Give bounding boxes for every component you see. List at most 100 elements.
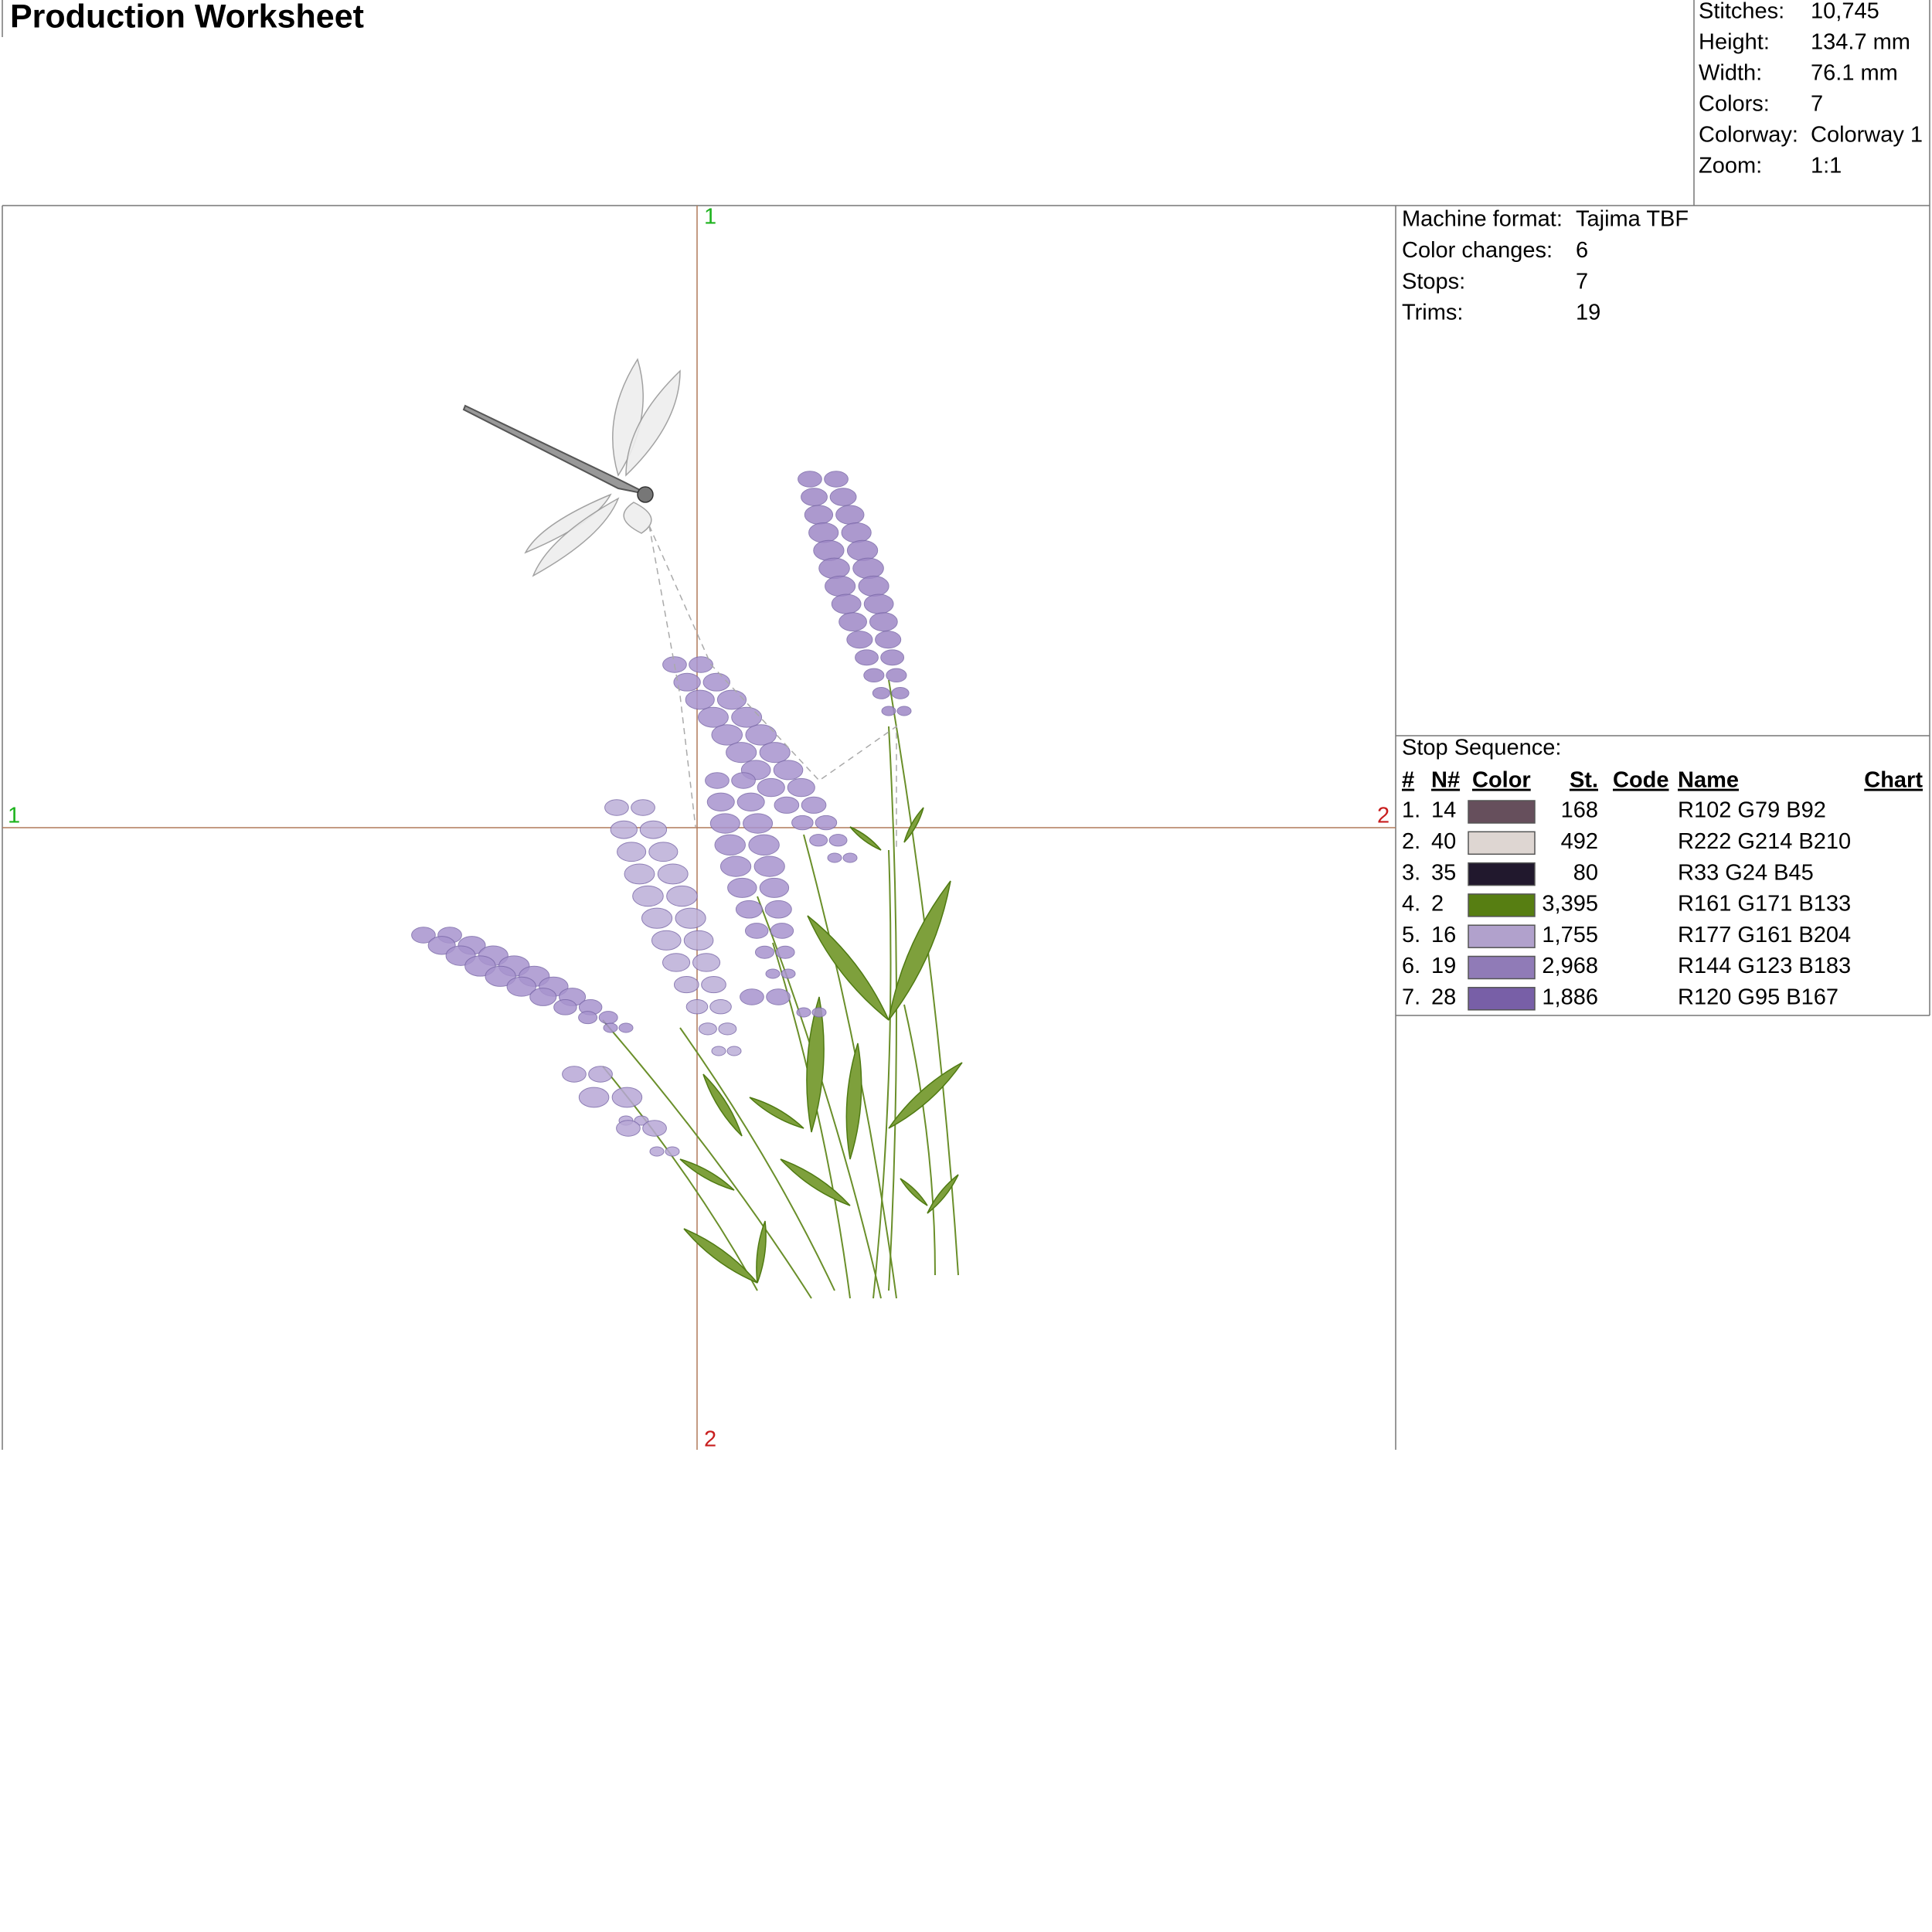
leaf [900, 1178, 928, 1206]
machine-value: 7 [1576, 269, 1588, 294]
bud [748, 834, 780, 855]
leaf [780, 1158, 851, 1206]
bud [759, 742, 791, 764]
bud [740, 988, 764, 1005]
bud [553, 999, 577, 1015]
bud [764, 900, 792, 919]
bud [685, 999, 709, 1015]
bud [811, 1007, 827, 1018]
summary-value: 1:1 [1811, 154, 1842, 179]
color-swatch [1468, 800, 1536, 824]
row-index: 5. [1402, 923, 1420, 947]
dragonfly-head [637, 486, 654, 503]
color-swatch [1468, 987, 1536, 1011]
embroidery-design [411, 358, 963, 1299]
bud [618, 1022, 634, 1033]
summary-label: Colors: [1699, 92, 1770, 117]
summary-label: Zoom: [1699, 154, 1762, 179]
bud [757, 777, 785, 798]
color-swatch [1468, 862, 1536, 886]
stitch-count: 2,968 [1542, 954, 1598, 978]
bud [666, 885, 698, 907]
bud [662, 953, 691, 972]
machine-label: Trims: [1402, 301, 1463, 325]
needle: 16 [1431, 923, 1456, 947]
bud [872, 687, 890, 699]
bud [588, 1066, 613, 1083]
bud [869, 612, 898, 632]
bud [745, 724, 777, 746]
bud [604, 799, 629, 816]
bud [829, 488, 857, 506]
bud [824, 471, 849, 488]
bud [506, 976, 536, 997]
stitch-count: 3,395 [1542, 892, 1598, 917]
axis-label: 1 [8, 804, 20, 828]
bud [641, 907, 673, 929]
bud [896, 706, 912, 716]
bud [562, 1066, 587, 1083]
bud [765, 968, 781, 979]
row-index: 4. [1402, 892, 1420, 917]
bud [891, 687, 910, 699]
leaf [806, 996, 825, 1133]
bud [815, 815, 838, 831]
stem [679, 1027, 835, 1291]
bud [651, 930, 682, 951]
stem [903, 1004, 936, 1276]
bud [709, 999, 732, 1015]
bud [773, 760, 804, 781]
bud [731, 772, 756, 789]
color-name: R161 G171 B133 [1678, 892, 1851, 917]
leaf [702, 1073, 743, 1137]
machine-value: Tajima TBF [1576, 207, 1689, 232]
color-name: R222 G214 B210 [1678, 829, 1851, 854]
leaf [849, 826, 882, 851]
bud [529, 988, 557, 1006]
bud [736, 792, 765, 811]
row-index: 2. [1402, 829, 1420, 854]
jump-stitch [648, 525, 897, 850]
leaf [903, 807, 924, 843]
machine-label: Machine format: [1402, 207, 1563, 232]
bud [804, 505, 834, 525]
bud [744, 923, 769, 939]
stitch-count: 1,886 [1542, 985, 1598, 1009]
bud [706, 792, 735, 811]
bud [881, 706, 896, 716]
leaf [756, 1220, 767, 1284]
bud [616, 1120, 641, 1137]
bud [791, 815, 814, 831]
bud [411, 927, 436, 944]
leaf [888, 1062, 963, 1129]
title: Production Worksheet [10, 0, 364, 35]
machine-label: Color changes: [1402, 238, 1553, 263]
bud [774, 796, 800, 814]
summary-label: Width: [1699, 61, 1762, 86]
color-swatch [1468, 924, 1536, 948]
bud [697, 706, 729, 728]
dragonfly-wing [625, 369, 681, 477]
bud [787, 777, 815, 798]
bud [634, 1115, 649, 1126]
bud [673, 976, 699, 994]
needle: 2 [1431, 892, 1444, 917]
bud [818, 557, 850, 580]
bud [631, 799, 655, 816]
bud [743, 813, 774, 834]
bud [809, 834, 828, 847]
color-name: R144 G123 B183 [1678, 954, 1851, 978]
bud [719, 855, 752, 877]
stem [888, 679, 959, 1276]
column-header: N# [1431, 768, 1460, 793]
bud [610, 820, 638, 839]
leaf [683, 1228, 758, 1284]
bud [855, 649, 879, 666]
bud [808, 522, 839, 543]
bud [842, 852, 858, 863]
stitch-count: 1,755 [1542, 923, 1598, 947]
bud [603, 1022, 618, 1033]
bud [796, 1007, 811, 1018]
bud [875, 631, 902, 649]
